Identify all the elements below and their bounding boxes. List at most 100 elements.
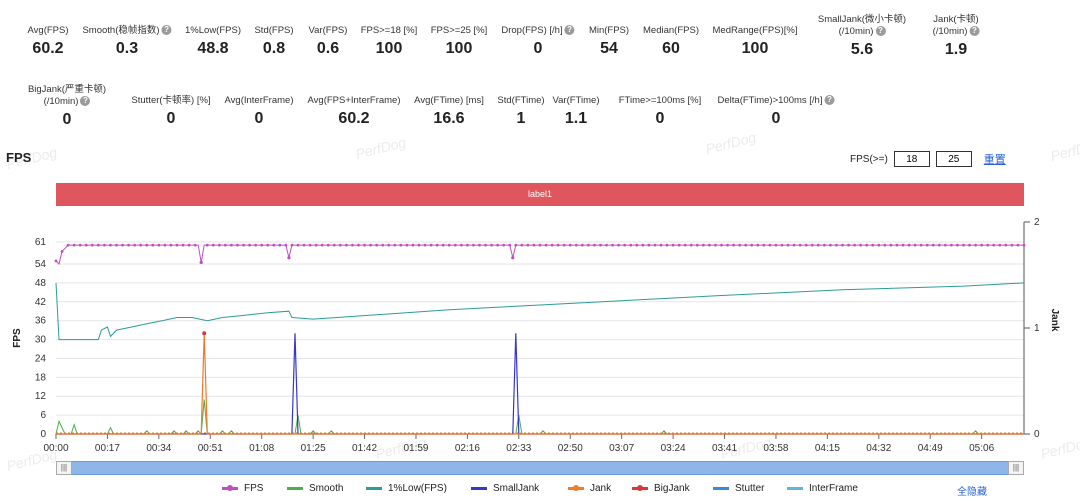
fps-point: [562, 243, 566, 247]
fps-point: [647, 243, 651, 247]
stat-value: 1: [516, 110, 526, 127]
stat-label: MedRange(FPS)[%]: [712, 25, 798, 36]
fps-threshold-input-1[interactable]: [893, 151, 930, 167]
legend-item-bigjank[interactable]: BigJank: [632, 483, 690, 494]
fps-point: [345, 243, 348, 247]
timeline-scrollbar[interactable]: ||| |||: [56, 461, 1024, 475]
fps-point: [859, 243, 863, 247]
legend-swatch: [366, 487, 382, 490]
stat-label: Var(FTime): [552, 95, 600, 106]
x-tick-label: 00:51: [198, 443, 223, 454]
fps-point: [66, 243, 70, 247]
fps-point: [157, 243, 161, 247]
series-smooth-line: [55, 399, 1024, 436]
fps-point: [968, 243, 971, 247]
fps-point: [90, 243, 94, 247]
scrollbar-left-handle[interactable]: |||: [56, 461, 72, 475]
label-bar[interactable]: label1: [56, 183, 1024, 206]
help-icon[interactable]: ?: [824, 95, 835, 106]
legend-item-fps[interactable]: FPS: [222, 483, 263, 494]
stat-label: FPS>=25 [%]: [430, 25, 488, 36]
fps-point: [308, 243, 312, 247]
fps-point: [750, 243, 754, 247]
stat-bigjank: BigJank(严重卡顿) (/10min)? 0: [28, 84, 106, 129]
legend-label: Smooth: [309, 483, 344, 494]
reset-button[interactable]: 重置: [983, 154, 1006, 166]
stat-label: Jank(卡顿) (/10min)?: [932, 14, 980, 37]
fps-point: [1016, 243, 1020, 247]
legend-label: FPS: [244, 483, 264, 494]
legend-swatch: [787, 487, 803, 490]
legend-item-1-low-fps-[interactable]: 1%Low(FPS): [366, 483, 447, 494]
help-icon[interactable]: ?: [161, 25, 172, 36]
fps-point: [478, 243, 481, 247]
fps-point: [587, 243, 590, 247]
fps-point: [992, 243, 996, 247]
help-icon[interactable]: ?: [80, 96, 91, 107]
fps-point: [127, 243, 130, 247]
stat-label: Median(FPS): [643, 25, 699, 36]
x-tick-label: 03:07: [609, 443, 634, 454]
fps-point: [768, 243, 772, 247]
stat-median-fps: Median(FPS) 60: [643, 25, 699, 58]
fps-point: [133, 243, 137, 247]
stat-avg-interframe: Avg(InterFrame) 0: [225, 95, 294, 128]
legend-item-interframe[interactable]: InterFrame: [787, 483, 858, 494]
fps-point: [375, 243, 379, 247]
stat-drop-fps-h: Drop(FPS) [/h]? 0: [501, 25, 575, 58]
fps-point: [502, 243, 506, 247]
fps-point: [889, 243, 893, 247]
fps-point: [786, 243, 790, 247]
stat-label: Avg(FTime) [ms]: [414, 95, 484, 106]
fps-point: [266, 243, 270, 247]
legend-item-jank[interactable]: Jank: [568, 483, 611, 494]
scrollbar-right-handle[interactable]: |||: [1008, 461, 1024, 475]
y-tick-label: 54: [35, 259, 47, 270]
fps-point: [550, 243, 554, 247]
help-icon[interactable]: ?: [969, 26, 980, 37]
fps-point: [224, 243, 227, 247]
fps-point: [447, 243, 451, 247]
stat-value: 1.9: [944, 41, 968, 58]
legend-item-smooth[interactable]: Smooth: [287, 483, 343, 494]
x-tick-label: 05:06: [969, 443, 994, 454]
fps-point: [139, 243, 143, 247]
fps-point: [435, 243, 439, 247]
fps-point: [792, 243, 796, 247]
legend-item-smalljank[interactable]: SmallJank: [471, 483, 539, 494]
fps-point: [980, 243, 984, 247]
stat-value: 0.3: [115, 40, 139, 57]
fps-point: [242, 243, 245, 247]
fps-point: [937, 243, 941, 247]
stat-1-low-fps: 1%Low(FPS) 48.8: [185, 25, 241, 58]
fps-point: [659, 243, 663, 247]
y-tick-label: 30: [35, 335, 47, 346]
help-icon[interactable]: ?: [564, 25, 575, 36]
stat-label: BigJank(严重卡顿) (/10min)?: [27, 84, 107, 107]
fps-point: [417, 243, 421, 247]
stat-value: 0: [62, 111, 72, 128]
fps-point: [762, 243, 766, 247]
y2-tick-label: 0: [1034, 429, 1040, 440]
fps-point: [653, 243, 657, 247]
x-tick-label: 00:00: [43, 443, 68, 454]
stat-value: 54: [600, 40, 618, 57]
fps-point: [798, 243, 802, 247]
fps-point: [490, 243, 493, 247]
x-tick-label: 00:17: [95, 443, 120, 454]
fps-point: [925, 243, 929, 247]
fps-point: [411, 243, 415, 247]
x-tick-label: 03:41: [712, 443, 737, 454]
watermark: PerfDog: [703, 129, 758, 157]
help-icon[interactable]: ?: [875, 26, 886, 37]
stat-label: Stutter(卡顿率) [%]: [131, 95, 211, 106]
legend-item-stutter[interactable]: Stutter: [713, 483, 764, 494]
fps-point: [357, 243, 360, 247]
hide-all-button[interactable]: 全隐藏: [957, 487, 987, 498]
y-tick-label: 6: [40, 410, 46, 421]
x-tick-label: 01:08: [249, 443, 274, 454]
fps-threshold-input-2[interactable]: [935, 151, 972, 167]
fps-point: [466, 243, 469, 247]
fps-point: [175, 243, 179, 247]
fps-point: [544, 243, 548, 247]
